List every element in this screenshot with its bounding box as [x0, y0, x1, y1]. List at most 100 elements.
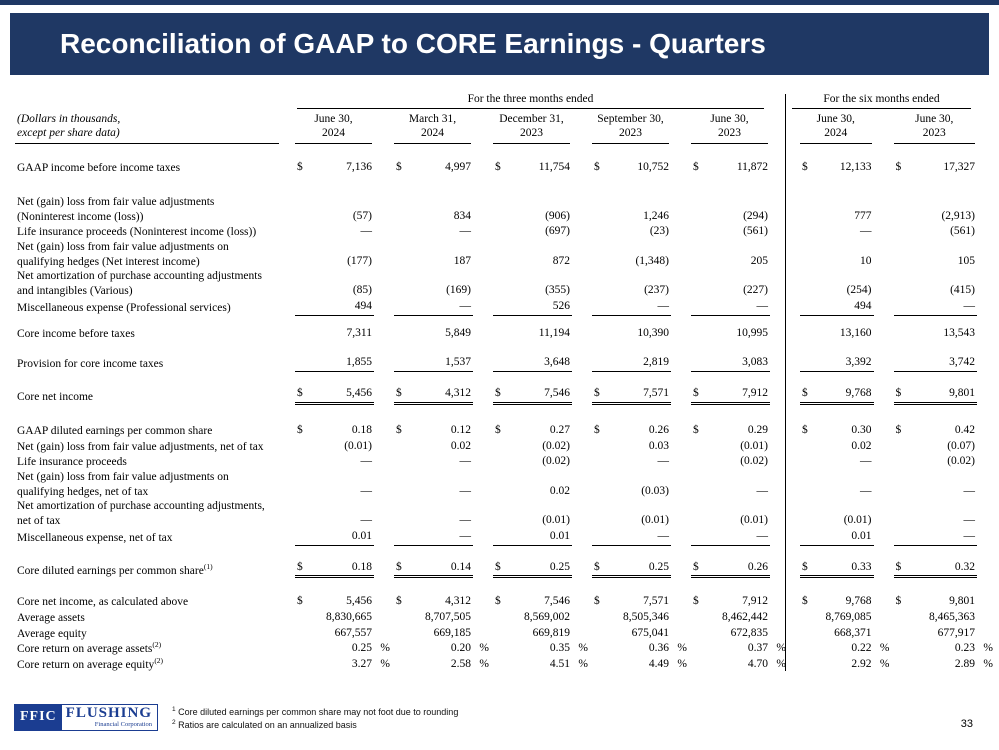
company-logo: FFIC FLUSHING Financial Corporation [14, 704, 159, 731]
value-cell: (0.02) [882, 454, 986, 470]
cell-number: 7,311 [346, 326, 372, 339]
cell-number: 7,571 [643, 595, 669, 608]
value-cell: $4,312 [382, 386, 481, 405]
value-cell: 3,392 [778, 355, 882, 373]
value-cell: $0.29 [679, 423, 778, 439]
table-row: Net amortization of purchase accounting … [15, 269, 985, 298]
cell-number: — [459, 484, 472, 497]
value-cell: $7,571 [580, 594, 679, 610]
group-header-row: For the three months ended For the six mo… [15, 92, 985, 109]
percent-symbol: % [578, 642, 588, 655]
row-label: Net amortization of purchase accounting … [17, 500, 265, 528]
value-cell: 1,246 [580, 195, 679, 224]
cell-number: 9,768 [845, 387, 872, 400]
currency-symbol: $ [495, 423, 501, 436]
spacer-cell [15, 578, 985, 594]
cell-number: 0.01 [351, 529, 372, 542]
cell-number: 7,546 [544, 387, 570, 400]
percent-symbol: % [776, 658, 787, 671]
percent-symbol: % [983, 658, 994, 671]
value-cell: — [382, 499, 481, 528]
cell-number: — [360, 484, 373, 497]
table-row: Net (gain) loss from fair value adjustme… [15, 195, 985, 224]
currency-symbol: $ [802, 387, 808, 400]
value-cell: $9,768 [778, 594, 882, 610]
table-row: GAAP diluted earnings per common share $0… [15, 423, 985, 439]
cell-number: 0.14 [450, 560, 471, 573]
cell-number: — [459, 299, 472, 312]
currency-symbol: $ [693, 423, 699, 436]
spacer-cell [15, 546, 985, 560]
cell-number: — [459, 514, 472, 527]
cell-number: 0.30 [851, 423, 872, 436]
value-cell: $12,133 [778, 160, 882, 176]
cell-number: 10,390 [637, 326, 669, 339]
cell-number: 7,912 [742, 387, 769, 400]
value-cell: 667,557 [283, 626, 382, 642]
value-cell: (906) [481, 195, 580, 224]
cell-number: — [963, 484, 976, 497]
logo-name: FLUSHING [65, 705, 153, 721]
value-cell: (697) [481, 224, 580, 240]
footer: FFIC FLUSHING Financial Corporation 1 Co… [14, 704, 984, 732]
cell-number: 5,456 [346, 387, 372, 400]
cell-number: 0.25 [549, 560, 570, 573]
row-label: Life insurance proceeds [17, 456, 127, 469]
row-label: Average equity [17, 627, 87, 640]
cell-number: (0.01) [843, 514, 872, 527]
column-header: June 30, 2023 [882, 109, 986, 145]
cell-number: (1,348) [635, 254, 669, 267]
cell-number: 105 [957, 254, 976, 267]
currency-symbol: $ [802, 560, 808, 573]
value-cell: 0.01 [778, 529, 882, 546]
cell-number: (355) [545, 284, 570, 297]
currency-symbol: $ [802, 161, 808, 174]
value-cell: $7,571 [580, 386, 679, 405]
cell-number: 10,752 [637, 161, 669, 174]
cell-number: 494 [354, 299, 372, 312]
cell-number: — [963, 299, 976, 312]
cell-number: 10,995 [736, 326, 769, 339]
cell-number: (227) [743, 284, 769, 297]
cell-number: — [860, 484, 872, 497]
cell-number: 0.25 [648, 560, 669, 573]
row-label: Net (gain) loss from fair value adjustme… [17, 440, 264, 453]
value-cell: — [283, 499, 382, 528]
value-cell: 10,995 [679, 326, 778, 342]
value-cell: $0.42 [882, 423, 986, 439]
table-row: Average equity 667,557 669,185 669,819 675,0… [15, 626, 985, 642]
value-cell: — [679, 470, 778, 499]
cell-number: (23) [649, 225, 669, 238]
value-cell: (2,913) [882, 195, 986, 224]
value-cell: 0.25% [283, 641, 390, 657]
cell-number: — [756, 299, 769, 312]
currency-symbol: $ [396, 387, 402, 400]
value-cell: $5,456 [283, 594, 382, 610]
cell-number: 4.51 [549, 658, 570, 671]
value-cell: 7,311 [283, 326, 382, 342]
currency-symbol: $ [396, 161, 402, 174]
currency-symbol: $ [895, 595, 902, 608]
value-cell: 872 [481, 240, 580, 269]
value-cell: (561) [679, 224, 778, 240]
value-cell: 8,707,505 [382, 610, 481, 626]
percent-symbol: % [776, 642, 787, 655]
value-cell: 0.02 [382, 439, 481, 455]
table-container: For the three months ended For the six mo… [15, 92, 993, 673]
spacer-row [15, 546, 985, 560]
cell-number: 1,246 [643, 209, 669, 222]
value-cell: — [382, 470, 481, 499]
value-cell: 677,917 [882, 626, 986, 642]
cell-number: 7,546 [544, 595, 570, 608]
currency-symbol: $ [594, 161, 600, 174]
cell-number: (697) [545, 225, 570, 238]
value-cell: (0.01) [778, 499, 882, 528]
currency-symbol: $ [594, 423, 600, 436]
value-cell: $7,912 [679, 594, 778, 610]
table-row: Average assets 8,830,665 8,707,505 8,569,00… [15, 610, 985, 626]
value-cell: 8,569,002 [481, 610, 580, 626]
cell-number: 4.49 [648, 658, 669, 671]
currency-symbol: $ [895, 161, 902, 174]
value-cell: 0.01 [283, 529, 382, 546]
spacer-row [15, 578, 985, 594]
